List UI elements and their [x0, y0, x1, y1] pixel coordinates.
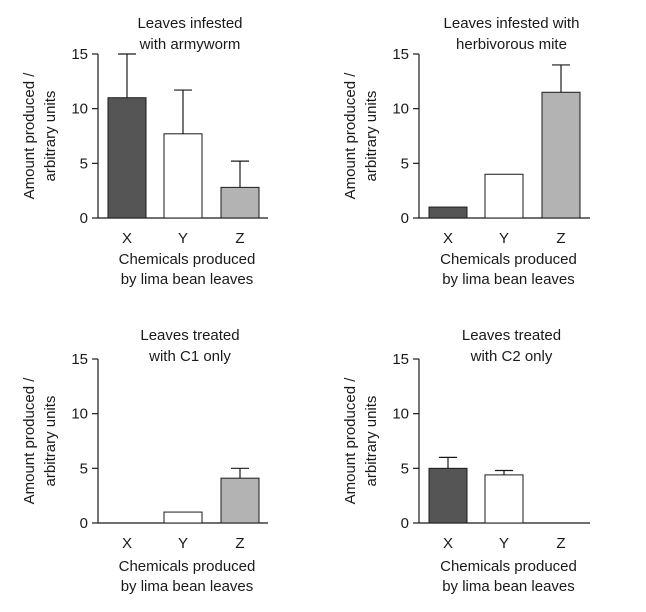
- y-axis-label: Amount produced /: [21, 72, 38, 200]
- x-axis-label: Chemicals produced: [440, 558, 577, 575]
- bar-Y: [163, 133, 203, 219]
- y-tick-label: 15: [392, 46, 409, 63]
- x-axis-label: by lima bean leaves: [121, 578, 254, 595]
- chart-title: Leaves treated: [140, 327, 239, 344]
- chart-title: with C2 only: [470, 348, 553, 365]
- y-axis-label: arbitrary units: [363, 396, 380, 487]
- y-tick-label: 0: [401, 515, 409, 532]
- y-tick-label: 10: [392, 101, 409, 118]
- x-axis-label: by lima bean leaves: [442, 271, 575, 288]
- chart-panel-3: Leaves treated with C1 only Amount produce…: [21, 327, 268, 595]
- chart-title: Leaves infested: [137, 15, 242, 32]
- bar-Z: [220, 186, 260, 219]
- x-tick-label: X: [443, 535, 453, 552]
- bar-Z: [541, 91, 581, 219]
- x-axis-label: Chemicals produced: [119, 558, 256, 575]
- x-axis-label: Chemicals produced: [440, 251, 577, 268]
- y-tick-label: 5: [80, 460, 88, 477]
- x-tick-label: Z: [556, 230, 565, 247]
- bar-X: [428, 467, 468, 524]
- bar-Z: [220, 477, 260, 524]
- x-tick-label: Y: [178, 535, 188, 552]
- y-tick-label: 10: [71, 101, 88, 118]
- bar-Y: [484, 173, 524, 219]
- x-axis-label: by lima bean leaves: [442, 578, 575, 595]
- chart-title: with C1 only: [148, 348, 231, 365]
- x-tick-label: Z: [556, 535, 565, 552]
- x-tick-label: Z: [235, 230, 244, 247]
- y-tick-label: 10: [71, 406, 88, 423]
- y-tick-label: 0: [80, 515, 88, 532]
- chart-title: with armyworm: [139, 36, 241, 53]
- chart-title: herbivorous mite: [456, 36, 567, 53]
- bar-Y: [163, 511, 203, 524]
- chart-panel-4: Leaves treated with C2 only Amount produce…: [342, 327, 590, 595]
- x-tick-label: Y: [499, 535, 509, 552]
- bar-X: [428, 206, 468, 219]
- y-axis-label: Amount produced /: [21, 377, 38, 505]
- y-tick-label: 5: [80, 155, 88, 172]
- x-axis-label: by lima bean leaves: [121, 271, 254, 288]
- y-tick-label: 15: [71, 46, 88, 63]
- x-tick-label: Y: [499, 230, 509, 247]
- y-axis-label: Amount produced /: [342, 72, 359, 200]
- x-tick-label: Y: [178, 230, 188, 247]
- y-axis-label: arbitrary units: [42, 91, 59, 182]
- y-axis-label: arbitrary units: [363, 91, 380, 182]
- y-tick-label: 15: [71, 351, 88, 368]
- y-tick-label: 5: [401, 460, 409, 477]
- bar-Y: [484, 474, 524, 524]
- y-tick-label: 0: [80, 210, 88, 227]
- y-tick-label: 0: [401, 210, 409, 227]
- bar-X: [107, 97, 147, 219]
- chart-panel-2: Leaves infested with herbivorous mite Amou…: [342, 15, 590, 288]
- x-tick-label: X: [122, 230, 132, 247]
- x-tick-label: Z: [235, 535, 244, 552]
- y-tick-label: 15: [392, 351, 409, 368]
- chart-title: Leaves infested with: [444, 15, 580, 32]
- y-axis-label: Amount produced /: [342, 377, 359, 505]
- x-tick-label: X: [122, 535, 132, 552]
- x-tick-label: X: [443, 230, 453, 247]
- chart-panel-1: Leaves infested with armyworm Amount produ…: [21, 15, 268, 288]
- x-axis-label: Chemicals produced: [119, 251, 256, 268]
- y-axis-label: arbitrary units: [42, 396, 59, 487]
- y-tick-label: 10: [392, 406, 409, 423]
- chart-title: Leaves treated: [462, 327, 561, 344]
- y-tick-label: 5: [401, 155, 409, 172]
